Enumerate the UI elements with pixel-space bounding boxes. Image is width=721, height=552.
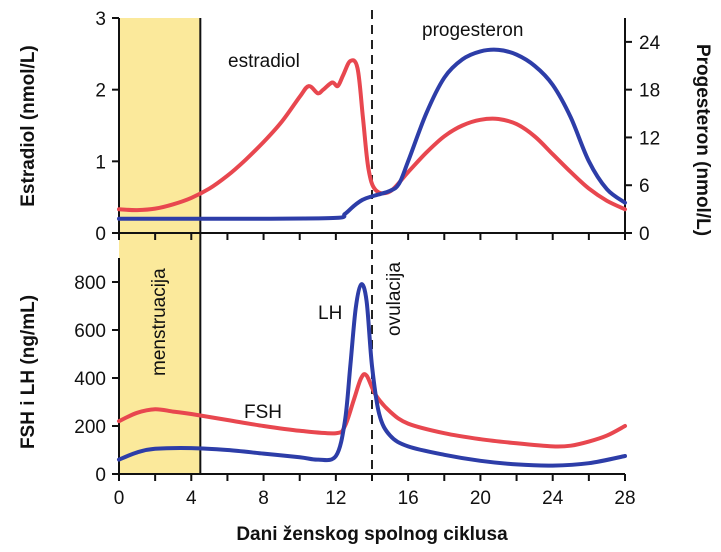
x-axis-title: Dani ženskog spolnog ciklusa [236,524,508,545]
fsh-lh-tick-label: 0 [95,465,106,486]
day-tick-label: 8 [258,488,269,509]
fsh-label: FSH [244,402,282,423]
progesteron-tick-label: 0 [639,224,650,245]
progesteron-line [117,47,627,221]
fsh-lh-axis-title: FSH i LH (ng/mL) [18,295,39,449]
background-layer [119,18,202,474]
progesteron-tick-label: 6 [639,176,650,197]
estradiol-tick-label: 3 [95,9,106,30]
menstruation-label: menstruacija [149,268,170,376]
estradiol-axis-title: Estradiol (nmol/L) [18,45,39,207]
day-tick-label: 0 [114,488,125,509]
lh-label: LH [318,303,342,324]
fsh-lh-tick-label: 800 [74,273,106,294]
progesteron-tick-label: 24 [639,33,661,54]
ovulation-label: ovulacija [384,262,405,336]
fsh-line [117,372,627,449]
estradiol-tick-label: 2 [95,81,106,102]
progesteron-label: progesteron [422,20,523,41]
estradiol-label: estradiol [228,51,300,72]
progesteron-axis-title: Progesteron (nmol/L) [692,44,713,236]
label-layer: estradiol progesteron FSH LH menstruacij… [18,20,713,545]
lh-line [117,282,627,468]
estradiol-tick-label: 0 [95,224,106,245]
day-tick-label: 28 [614,488,635,509]
fsh-lh-tick-label: 200 [74,417,106,438]
menstruation-band [119,18,201,474]
day-tick-label: 24 [542,488,564,509]
day-tick-label: 12 [325,488,346,509]
fsh-lh-tick-label: 600 [74,321,106,342]
estradiol-tick-label: 1 [95,152,106,173]
fsh-lh-tick-label: 400 [74,369,106,390]
day-tick-label: 20 [470,488,491,509]
progesteron-tick-label: 18 [639,81,660,102]
progesteron-tick-label: 12 [639,128,660,149]
day-tick-label: 16 [398,488,419,509]
estradiol-line [117,58,627,213]
day-tick-label: 4 [186,488,197,509]
series-layer [117,47,627,468]
